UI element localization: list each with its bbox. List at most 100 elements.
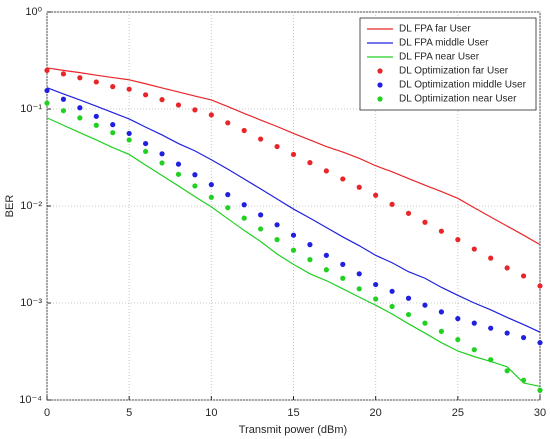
marker	[455, 316, 461, 322]
marker	[258, 212, 264, 218]
marker	[241, 127, 247, 134]
marker	[77, 105, 83, 111]
legend-marker	[377, 82, 383, 88]
marker	[356, 184, 362, 190]
x-tick-label: 20	[370, 407, 382, 419]
marker	[405, 311, 412, 318]
y-tick-label: 10⁻³	[20, 297, 42, 309]
marker	[208, 112, 214, 118]
marker	[93, 79, 99, 85]
marker	[356, 271, 362, 277]
marker	[60, 71, 67, 77]
marker	[175, 171, 182, 177]
marker	[405, 210, 412, 216]
marker	[373, 281, 379, 288]
marker	[373, 296, 379, 302]
marker	[44, 67, 50, 73]
marker	[126, 130, 132, 137]
marker	[488, 325, 494, 331]
marker	[323, 267, 329, 273]
marker	[488, 357, 494, 363]
marker	[192, 183, 198, 189]
marker	[520, 273, 527, 279]
marker	[60, 96, 67, 102]
marker	[93, 122, 99, 128]
marker	[241, 215, 247, 221]
marker	[422, 320, 428, 326]
marker	[208, 182, 214, 188]
marker	[488, 255, 494, 261]
marker	[290, 247, 297, 253]
marker	[159, 96, 165, 103]
marker	[389, 201, 395, 207]
marker	[290, 151, 297, 158]
marker	[110, 84, 116, 90]
x-axis-label: Transmit power (dBm)	[239, 424, 347, 436]
marker	[504, 265, 510, 271]
x-tick-label: 10	[205, 407, 217, 419]
series-line	[46, 117, 541, 388]
marker	[438, 309, 444, 315]
marker	[241, 202, 247, 208]
x-tick-label: 30	[534, 407, 546, 419]
marker	[274, 222, 280, 228]
marker	[537, 387, 543, 393]
marker	[93, 113, 99, 119]
marker	[389, 303, 395, 310]
marker	[143, 148, 149, 155]
legend-label: DL FPA near User	[399, 52, 480, 63]
marker	[422, 219, 428, 225]
marker	[405, 295, 412, 301]
marker	[44, 87, 50, 94]
y-tick-label: 10⁰	[25, 6, 42, 18]
marker	[258, 226, 264, 232]
y-axis-label: BER	[4, 195, 16, 218]
marker	[307, 160, 313, 166]
marker	[504, 330, 510, 336]
marker	[110, 130, 116, 136]
marker	[126, 86, 132, 92]
marker	[373, 192, 379, 198]
y-tick-label: 10⁻⁴	[19, 394, 42, 406]
marker	[274, 237, 280, 243]
marker	[307, 242, 313, 248]
marker	[504, 368, 510, 374]
marker	[520, 334, 527, 341]
marker	[471, 347, 477, 353]
marker	[471, 246, 477, 252]
marker	[126, 137, 132, 143]
marker	[225, 192, 231, 198]
marker	[225, 120, 231, 126]
marker	[77, 115, 83, 121]
marker	[175, 161, 182, 167]
marker	[323, 252, 329, 258]
marker	[159, 160, 165, 166]
marker	[438, 228, 444, 234]
marker	[225, 205, 231, 211]
marker	[340, 176, 346, 182]
legend-box	[359, 17, 537, 111]
marker	[159, 151, 165, 157]
marker	[471, 320, 477, 326]
marker	[258, 136, 264, 142]
legend-label: DL FPA middle User	[399, 38, 489, 49]
marker	[537, 340, 543, 346]
legend-marker	[377, 68, 383, 74]
marker	[520, 377, 527, 383]
x-tick-label: 15	[287, 407, 299, 419]
marker	[143, 92, 149, 98]
marker	[438, 328, 444, 334]
marker	[44, 100, 50, 106]
marker	[340, 261, 346, 267]
marker	[356, 286, 362, 292]
marker	[192, 107, 198, 113]
marker	[60, 108, 67, 114]
x-tick-label: 25	[452, 407, 464, 419]
marker	[77, 75, 83, 81]
marker	[143, 140, 149, 147]
marker	[389, 288, 395, 294]
series-line	[46, 87, 541, 333]
marker	[192, 172, 198, 178]
legend-label: DL Optimization middle User	[399, 80, 527, 91]
